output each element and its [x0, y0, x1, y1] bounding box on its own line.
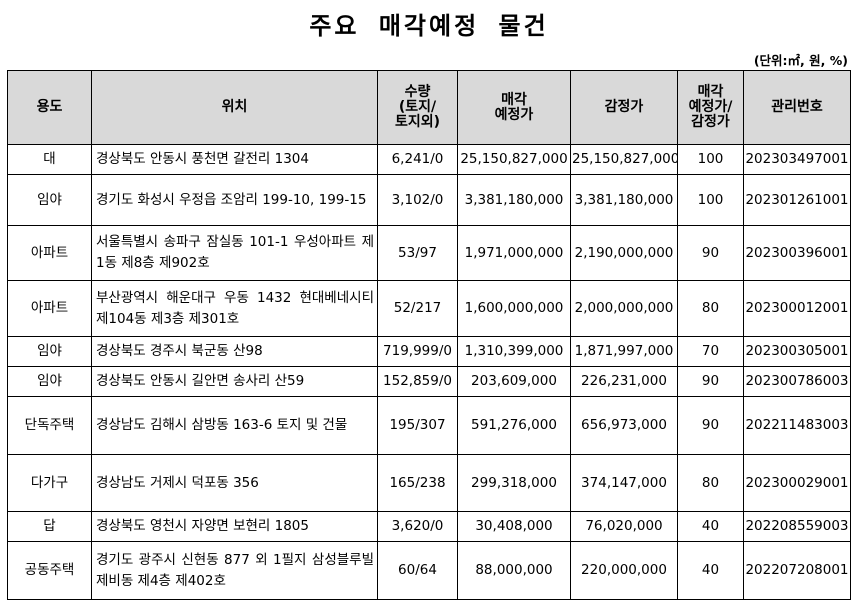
table-row: 아파트 부산광역시 해운대구 우동 1432 현대베네시티 제104동 제3층 … [7, 280, 851, 337]
cell-usage: 임야 [7, 366, 92, 397]
cell-usage: 임야 [7, 174, 92, 226]
cell-ratio: 100 [677, 174, 744, 226]
cell-quantity: 53/97 [377, 225, 458, 281]
header-sale-price: 매각 예정가 [457, 70, 571, 145]
header-mgmt-no: 관리번호 [743, 70, 851, 145]
cell-location: 경기도 광주시 신현동 877 외 1필지 삼성블루빌 제비동 제4층 제402… [91, 541, 378, 600]
cell-sale-price: 25,150,827,000 [457, 144, 571, 175]
cell-usage: 단독주택 [7, 396, 92, 455]
unit-note: (단위:㎡, 원, %) [753, 53, 848, 68]
cell-mgmt-no: 202300786003 [743, 366, 851, 397]
cell-location: 경상북도 안동시 길안면 송사리 산59 [91, 366, 378, 397]
table-row: 대 경상북도 안동시 풍천면 갈전리 1304 6,241/0 25,150,8… [7, 144, 851, 175]
page-title: 주요 매각예정 물건 [309, 12, 549, 40]
table-row: 임야 경기도 화성시 우정읍 조암리 199-10, 199-15 3,102/… [7, 174, 851, 226]
cell-quantity: 6,241/0 [377, 144, 458, 175]
cell-location: 경상북도 경주시 북군동 산98 [91, 336, 378, 367]
cell-sale-price: 3,381,180,000 [457, 174, 571, 226]
cell-ratio: 90 [677, 396, 744, 455]
cell-usage: 답 [7, 511, 92, 542]
cell-location: 경상북도 안동시 풍천면 갈전리 1304 [91, 144, 378, 175]
cell-location: 경기도 화성시 우정읍 조암리 199-10, 199-15 [91, 174, 378, 226]
table-header-row: 용도 위치 수량 (토지/토지외) 매각 예정가 감정가 매각 예정가/감정가 관리번… [7, 70, 851, 145]
cell-sale-price: 203,609,000 [457, 366, 571, 397]
cell-appraisal: 76,020,000 [570, 511, 678, 542]
table-row: 공동주택 경기도 광주시 신현동 877 외 1필지 삼성블루빌 제비동 제4층… [7, 541, 851, 600]
cell-mgmt-no: 202300012001 [743, 280, 851, 337]
cell-sale-price: 299,318,000 [457, 454, 571, 512]
cell-ratio: 70 [677, 336, 744, 367]
cell-ratio: 90 [677, 225, 744, 281]
cell-quantity: 60/64 [377, 541, 458, 600]
cell-usage: 임야 [7, 336, 92, 367]
cell-sale-price: 591,276,000 [457, 396, 571, 455]
cell-usage: 대 [7, 144, 92, 175]
cell-mgmt-no: 202301261001 [743, 174, 851, 226]
cell-appraisal: 1,871,997,000 [570, 336, 678, 367]
cell-usage: 공동주택 [7, 541, 92, 600]
cell-quantity: 152,859/0 [377, 366, 458, 397]
header-location: 위치 [91, 70, 378, 145]
cell-usage: 아파트 [7, 280, 92, 337]
cell-appraisal: 374,147,000 [570, 454, 678, 512]
table-row: 아파트 서울특별시 송파구 잠실동 101-1 우성아파트 제1동 제8층 제9… [7, 225, 851, 281]
property-table: 용도 위치 수량 (토지/토지외) 매각 예정가 감정가 매각 예정가/감정가 관리번… [7, 70, 851, 600]
cell-quantity: 719,999/0 [377, 336, 458, 367]
cell-quantity: 3,102/0 [377, 174, 458, 226]
cell-sale-price: 1,310,399,000 [457, 336, 571, 367]
cell-mgmt-no: 202208559003 [743, 511, 851, 542]
cell-location: 경상북도 영천시 자양면 보현리 1805 [91, 511, 378, 542]
cell-ratio: 80 [677, 280, 744, 337]
cell-usage: 다가구 [7, 454, 92, 512]
header-quantity: 수량 (토지/토지외) [377, 70, 458, 145]
cell-location: 부산광역시 해운대구 우동 1432 현대베네시티 제104동 제3층 제301… [91, 280, 378, 337]
header-usage: 용도 [7, 70, 92, 145]
cell-quantity: 195/307 [377, 396, 458, 455]
cell-appraisal: 3,381,180,000 [570, 174, 678, 226]
cell-ratio: 100 [677, 144, 744, 175]
cell-appraisal: 25,150,827,000 [570, 144, 678, 175]
cell-ratio: 80 [677, 454, 744, 512]
header-ratio: 매각 예정가/감정가 [677, 70, 744, 145]
cell-mgmt-no: 202207208001 [743, 541, 851, 600]
cell-appraisal: 220,000,000 [570, 541, 678, 600]
header-appraisal: 감정가 [570, 70, 678, 145]
cell-location: 경상남도 거제시 덕포동 356 [91, 454, 378, 512]
cell-appraisal: 2,190,000,000 [570, 225, 678, 281]
cell-sale-price: 88,000,000 [457, 541, 571, 600]
cell-location: 서울특별시 송파구 잠실동 101-1 우성아파트 제1동 제8층 제902호 [91, 225, 378, 281]
cell-appraisal: 2,000,000,000 [570, 280, 678, 337]
table-row: 임야 경상북도 안동시 길안면 송사리 산59 152,859/0 203,60… [7, 366, 851, 397]
cell-mgmt-no: 202300305001 [743, 336, 851, 367]
cell-ratio: 40 [677, 541, 744, 600]
cell-appraisal: 226,231,000 [570, 366, 678, 397]
table-row: 답 경상북도 영천시 자양면 보현리 1805 3,620/0 30,408,0… [7, 511, 851, 542]
cell-sale-price: 30,408,000 [457, 511, 571, 542]
cell-mgmt-no: 202211483003 [743, 396, 851, 455]
cell-quantity: 52/217 [377, 280, 458, 337]
cell-mgmt-no: 202300029001 [743, 454, 851, 512]
cell-ratio: 90 [677, 366, 744, 397]
cell-sale-price: 1,600,000,000 [457, 280, 571, 337]
cell-location: 경상남도 김해시 삼방동 163-6 토지 및 건물 [91, 396, 378, 455]
cell-sale-price: 1,971,000,000 [457, 225, 571, 281]
cell-mgmt-no: 202303497001 [743, 144, 851, 175]
cell-usage: 아파트 [7, 225, 92, 281]
table-row: 다가구 경상남도 거제시 덕포동 356 165/238 299,318,000… [7, 454, 851, 512]
table-row: 임야 경상북도 경주시 북군동 산98 719,999/0 1,310,399,… [7, 336, 851, 367]
cell-ratio: 40 [677, 511, 744, 542]
cell-mgmt-no: 202300396001 [743, 225, 851, 281]
cell-quantity: 3,620/0 [377, 511, 458, 542]
table-row: 단독주택 경상남도 김해시 삼방동 163-6 토지 및 건물 195/307 … [7, 396, 851, 455]
cell-appraisal: 656,973,000 [570, 396, 678, 455]
cell-quantity: 165/238 [377, 454, 458, 512]
